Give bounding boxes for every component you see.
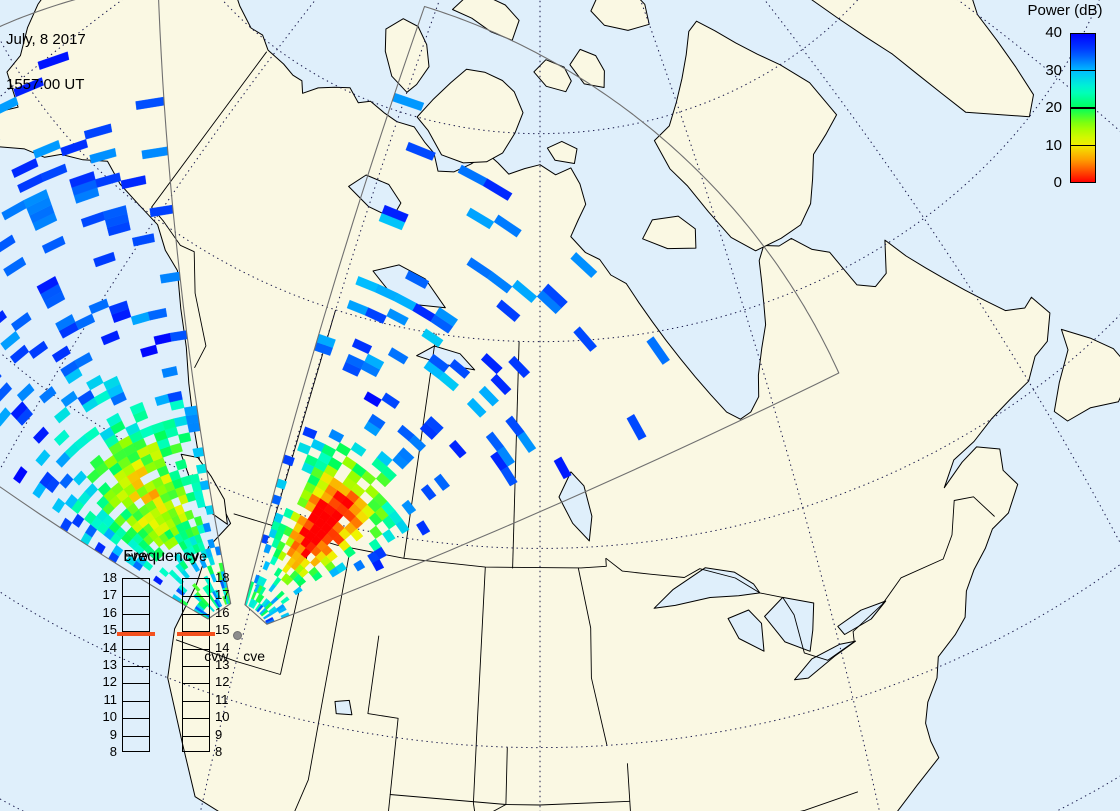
frequency-scale-division	[123, 666, 149, 667]
colorbar-tick-label: 0	[1053, 174, 1062, 191]
colorbar-title: Power (dB)	[1027, 2, 1103, 19]
frequency-panel: Frequency cvw 18 17 16 15 14 13 12 11 10 9 8 cve 18 17…	[86, 548, 236, 774]
frequency-scale-cvw	[122, 578, 150, 752]
frequency-tick-label: 10	[215, 709, 230, 725]
frequency-scale-division	[123, 735, 149, 737]
colorbar-tick-label: 10	[1045, 136, 1062, 154]
colorbar-tick-label: 20	[1045, 99, 1062, 116]
frequency-tick-label: 9	[215, 726, 223, 742]
frequency-tick-label: 8	[109, 744, 117, 759]
frequency-scale-division	[123, 700, 149, 702]
field-of-view-boundaries	[0, 0, 840, 625]
frequency-column-header-cve: cve	[185, 548, 207, 564]
colorbar-tick-label: 30	[1045, 61, 1062, 79]
frequency-tick-label: 8	[215, 744, 223, 759]
colorbar-tick-rule	[1070, 144, 1096, 147]
frequency-tick-label: 11	[215, 691, 229, 707]
frequency-scale-division	[123, 683, 149, 685]
frequency-tick-label: 18	[102, 570, 117, 585]
frequency-tick-label: 13	[215, 657, 230, 672]
frequency-scale-division	[183, 648, 209, 650]
radar-site-label-cvw: cvw	[204, 647, 229, 664]
frequency-scale-division	[183, 683, 209, 685]
frequency-scale-division	[183, 718, 209, 720]
frequency-tick-label: 16	[215, 604, 230, 620]
frequency-tick-label: 15	[215, 622, 230, 638]
frequency-tick-label: 17	[215, 587, 230, 603]
colorbar-tick-rule	[1070, 69, 1096, 72]
frequency-scale-cve	[182, 578, 210, 752]
frequency-scale-division	[183, 613, 209, 615]
frequency-tick-label: 12	[102, 674, 117, 690]
frequency-panel-title: Frequency	[123, 548, 199, 565]
frequency-marker-cve	[177, 631, 215, 636]
frequency-scale-division	[183, 700, 209, 702]
backscatter-cells	[0, 51, 670, 625]
frequency-scale-division	[123, 718, 149, 720]
frequency-marker-cvw	[117, 631, 155, 636]
timestamp: July, 8 2017 1557:00 UT	[6, 2, 86, 122]
frequency-tick-label: 16	[102, 604, 117, 620]
frequency-scale-division	[183, 596, 209, 598]
frequency-tick-label: 17	[102, 587, 117, 603]
frequency-tick-label: 10	[102, 709, 117, 725]
frequency-tick-label: 14	[102, 639, 117, 655]
frequency-tick-label: 13	[102, 657, 117, 672]
radar-site-marker	[232, 631, 242, 641]
frequency-scale-division	[183, 666, 209, 667]
colorbar-tick-rule	[1070, 107, 1096, 109]
colorbar-tick-label: 40	[1045, 24, 1062, 41]
frequency-scale-division	[123, 648, 149, 650]
frequency-scale-division	[183, 735, 209, 737]
frequency-scale-division	[123, 596, 149, 598]
timestamp-time: 1557:00 UT	[6, 76, 85, 93]
frequency-column-header-cvw: cvw	[123, 548, 149, 564]
frequency-tick-label: 18	[215, 570, 230, 585]
colorbar: Power (dB) 0 10 20 30 40	[1012, 2, 1118, 192]
timestamp-date: July, 8 2017	[6, 31, 86, 48]
frequency-tick-label: 14	[215, 639, 230, 655]
frequency-tick-label: 11	[103, 691, 118, 707]
radar-site-label-cve: cve	[243, 647, 266, 664]
frequency-tick-label: 9	[109, 726, 117, 742]
frequency-tick-label: 15	[102, 622, 117, 638]
frequency-scale-division	[123, 613, 149, 615]
frequency-tick-label: 12	[215, 674, 230, 690]
